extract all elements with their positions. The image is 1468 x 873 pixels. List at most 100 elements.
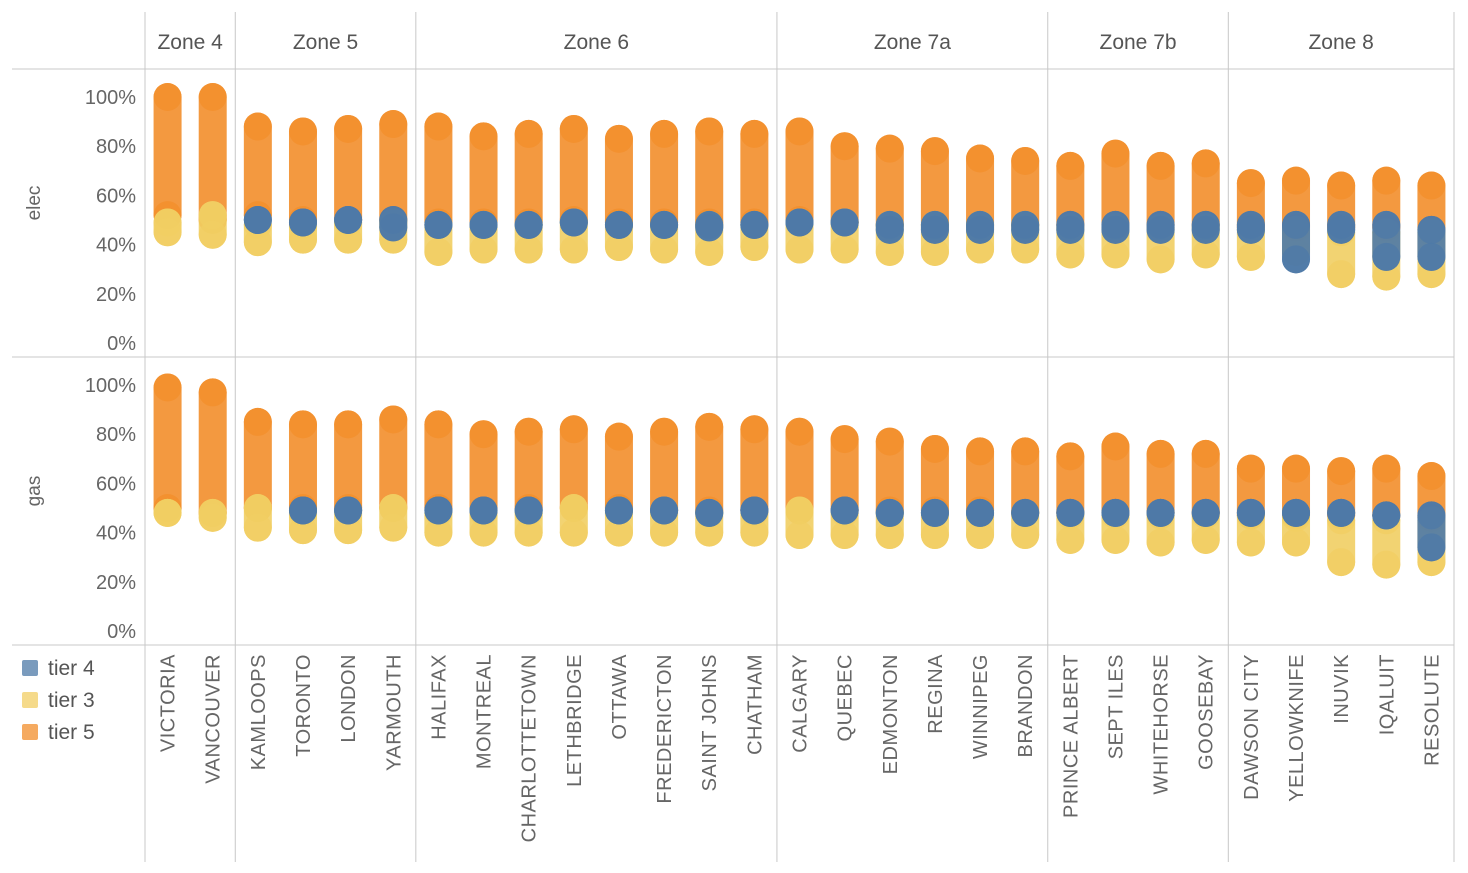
city-label: INUVIK [1331, 654, 1353, 724]
data-point [650, 119, 679, 148]
data-point [1056, 240, 1085, 269]
data-point-span [785, 417, 814, 525]
data-point [1101, 432, 1130, 461]
data-point [469, 122, 498, 151]
data-point [785, 521, 814, 550]
data-point-span [379, 110, 408, 234]
city-label: VICTORIA [158, 654, 180, 752]
data-point [1372, 501, 1401, 530]
data-point [1372, 262, 1401, 291]
data-point [740, 496, 769, 525]
city-label: YARMOUTH [383, 654, 405, 771]
point-group-tier-4 [469, 496, 498, 525]
data-point [920, 434, 949, 463]
data-point [334, 114, 363, 143]
data-point [650, 518, 679, 547]
data-point [198, 83, 227, 111]
point-group-tier-4 [1327, 210, 1356, 244]
point-group-tier-4 [1146, 498, 1175, 527]
data-point [379, 513, 408, 542]
point-group-tier-4 [966, 498, 995, 527]
legend-label: tier 5 [48, 721, 95, 744]
data-point [1372, 210, 1401, 239]
point-group-tier-4 [830, 496, 859, 525]
data-point [379, 405, 408, 434]
data-point [875, 215, 904, 244]
data-point [695, 117, 724, 146]
y-tick-label: 20% [96, 284, 136, 306]
data-point [559, 235, 588, 264]
point-group-tier-4 [1417, 215, 1446, 271]
point-group-tier-4 [288, 496, 317, 525]
data-point [1372, 454, 1401, 483]
point-group-tier-3 [243, 494, 272, 542]
data-point-span [424, 410, 453, 522]
point-group-tier-4 [514, 210, 543, 239]
data-point [604, 496, 633, 525]
y-tick-label: 80% [96, 136, 136, 158]
data-point [695, 518, 724, 547]
point-group-tier-5 [153, 83, 182, 230]
data-point [740, 119, 769, 148]
data-point [875, 427, 904, 456]
city-label: QUEBEC [835, 654, 857, 741]
y-tick-label: 20% [96, 572, 136, 594]
data-point-span [334, 410, 363, 522]
legend-item-tier-3: tier 3 [22, 689, 95, 712]
point-group-tier-4 [559, 208, 588, 237]
point-group-tier-3 [198, 201, 227, 249]
data-point [1101, 215, 1130, 244]
data-point-span [243, 407, 272, 522]
point-group-tier-4 [650, 496, 679, 525]
data-point [334, 496, 363, 525]
data-point-span [198, 83, 227, 234]
point-group-tier-4 [1236, 498, 1265, 527]
point-group-tier-4 [1372, 210, 1401, 271]
data-point-span [559, 415, 588, 522]
data-point [424, 237, 453, 266]
chart-grid [12, 12, 1455, 862]
data-point [469, 210, 498, 239]
data-point [920, 137, 949, 166]
legend-item-tier-4: tier 4 [22, 657, 95, 680]
y-axis-ticks: 100% 80% 60% 40% 20% 0% 100% 80% 60% 40% 20% 0% [85, 87, 136, 643]
data-point [1056, 525, 1085, 554]
point-group-tier-4 [424, 496, 453, 525]
data-point [966, 521, 995, 550]
data-point [1056, 215, 1085, 244]
data-point-span [379, 405, 408, 522]
data-point-span [153, 83, 182, 230]
data-point [334, 225, 363, 254]
legend-label: tier 4 [48, 657, 95, 680]
city-label: IQALUIT [1376, 654, 1398, 735]
data-point [1417, 242, 1446, 271]
data-point [198, 503, 227, 532]
point-group-tier-5 [740, 415, 769, 525]
data-point [1236, 528, 1265, 557]
data-point [1327, 498, 1356, 527]
data-point [875, 521, 904, 550]
point-group-tier-4 [1191, 498, 1220, 527]
point-group-tier-4 [785, 208, 814, 237]
data-point [740, 210, 769, 239]
y-tick-label: 0% [107, 333, 136, 355]
point-group-tier-4 [604, 210, 633, 239]
data-point [830, 521, 859, 550]
point-group-tier-4 [740, 496, 769, 525]
data-point [1236, 454, 1265, 483]
point-group-tier-4 [1011, 498, 1040, 527]
y-tick-label: 40% [96, 235, 136, 257]
data-point [1327, 548, 1356, 577]
point-group-tier-4 [695, 210, 724, 242]
point-group-tier-4 [379, 206, 408, 242]
data-point [469, 235, 498, 264]
data-point [1327, 260, 1356, 289]
data-point [1011, 437, 1040, 466]
data-point [695, 498, 724, 527]
point-group-tier-4 [1011, 210, 1040, 244]
data-point [288, 410, 317, 439]
data-point [830, 132, 859, 161]
data-point [604, 422, 633, 451]
data-point [1282, 498, 1311, 527]
data-point [559, 494, 588, 522]
